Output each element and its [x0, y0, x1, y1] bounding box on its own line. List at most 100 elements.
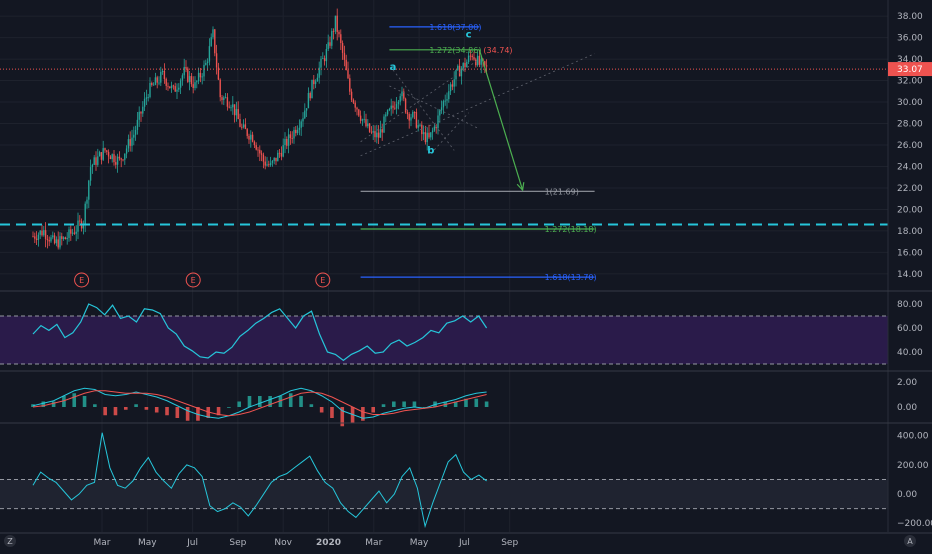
candle-body[interactable] [485, 65, 488, 67]
candle-body[interactable] [125, 148, 128, 154]
candle-body[interactable] [215, 53, 218, 68]
candle-body[interactable] [381, 129, 383, 133]
candle-body[interactable] [457, 65, 459, 70]
candle-body[interactable] [446, 99, 448, 101]
candle-body[interactable] [219, 79, 221, 98]
candle-body[interactable] [257, 149, 259, 151]
candle-body[interactable] [140, 111, 142, 114]
candle-body[interactable] [235, 109, 238, 116]
candle-body[interactable] [354, 102, 356, 108]
candle-body[interactable] [183, 66, 185, 76]
candle-body[interactable] [210, 37, 212, 47]
candle-body[interactable] [341, 43, 344, 53]
candle-body[interactable] [64, 237, 67, 240]
pane-separators[interactable] [0, 0, 932, 534]
candle-body[interactable] [100, 152, 103, 160]
candle-body[interactable] [372, 131, 374, 133]
candle-body[interactable] [269, 162, 272, 166]
candle-body[interactable] [106, 150, 108, 152]
candle-body[interactable] [428, 132, 430, 138]
candle-body[interactable] [466, 61, 468, 68]
candle-body[interactable] [385, 114, 387, 117]
candle-body[interactable] [352, 99, 355, 103]
candle-body[interactable] [237, 109, 239, 120]
candle-body[interactable] [331, 31, 333, 46]
time-axis[interactable]: Mar May Jul Sep Nov 2020 Mar May Jul Sep [94, 538, 519, 548]
candle-body[interactable] [383, 116, 385, 133]
candle-body[interactable] [282, 145, 284, 157]
candle-body[interactable] [311, 79, 313, 99]
candle-body[interactable] [356, 107, 358, 110]
candle-body[interactable] [217, 67, 220, 80]
candle-body[interactable] [93, 157, 95, 165]
candle-body[interactable] [41, 230, 43, 236]
candle-body[interactable] [147, 97, 149, 98]
candle-body[interactable] [277, 152, 279, 162]
candle-body[interactable] [170, 85, 173, 89]
candle-body[interactable] [34, 236, 36, 239]
candle-body[interactable] [259, 149, 261, 154]
candle-body[interactable] [439, 110, 441, 116]
candle-body[interactable] [444, 100, 446, 102]
candle-body[interactable] [59, 236, 61, 248]
candle-body[interactable] [239, 119, 241, 127]
candle-body[interactable] [116, 156, 119, 165]
candle-body[interactable] [136, 119, 139, 130]
candle-body[interactable] [205, 63, 207, 65]
candle-body[interactable] [131, 137, 133, 146]
candle-body[interactable] [190, 76, 193, 85]
candle-body[interactable] [392, 105, 394, 108]
candle-body[interactable] [469, 55, 472, 57]
candle-body[interactable] [53, 235, 56, 244]
candle-body[interactable] [206, 61, 209, 64]
candle-body[interactable] [453, 79, 455, 87]
candle-body[interactable] [467, 55, 470, 62]
candle-body[interactable] [172, 85, 175, 87]
candle-body[interactable] [464, 63, 466, 68]
candle-body[interactable] [251, 134, 254, 142]
candle-body[interactable] [203, 64, 205, 77]
candle-body[interactable] [430, 132, 432, 138]
candle-body[interactable] [158, 82, 160, 84]
candle-body[interactable] [134, 129, 137, 135]
earnings-marker[interactable] [74, 272, 90, 288]
candle-body[interactable] [415, 112, 418, 128]
candle-body[interactable] [345, 59, 347, 71]
rsi-line[interactable] [32, 303, 488, 362]
candle-body[interactable] [57, 239, 59, 248]
candle-body[interactable] [284, 138, 286, 146]
candle-body[interactable] [388, 108, 391, 111]
candle-body[interactable] [77, 220, 79, 232]
candle-body[interactable] [241, 126, 243, 128]
candle-body[interactable] [390, 105, 392, 109]
candle-body[interactable] [104, 148, 106, 151]
candle-body[interactable] [280, 153, 283, 157]
candle-body[interactable] [32, 236, 34, 238]
cci-line[interactable] [32, 432, 487, 529]
earnings-marker[interactable] [185, 272, 201, 288]
candle-body[interactable] [332, 31, 335, 32]
candle-body[interactable] [188, 76, 191, 82]
candle-body[interactable] [325, 49, 328, 62]
candle-body[interactable] [178, 87, 180, 90]
candle-body[interactable] [476, 55, 479, 66]
candle-body[interactable] [55, 239, 58, 244]
candle-body[interactable] [424, 132, 427, 143]
candle-body[interactable] [71, 232, 74, 234]
candle-body[interactable] [404, 98, 407, 113]
candle-body[interactable] [347, 70, 349, 79]
candle-body[interactable] [302, 118, 304, 122]
candle-body[interactable] [386, 110, 389, 115]
candle-body[interactable] [185, 66, 187, 69]
candle-body[interactable] [46, 238, 49, 241]
candle-body[interactable] [264, 161, 266, 166]
candle-body[interactable] [39, 230, 41, 235]
candle-body[interactable] [419, 124, 421, 126]
macd-line[interactable] [32, 387, 487, 419]
candle-body[interactable] [287, 134, 290, 146]
candle-body[interactable] [250, 134, 252, 140]
wave-annotations[interactable]: a b c [390, 30, 472, 157]
candle-body[interactable] [289, 134, 292, 139]
candle-body[interactable] [449, 84, 452, 92]
